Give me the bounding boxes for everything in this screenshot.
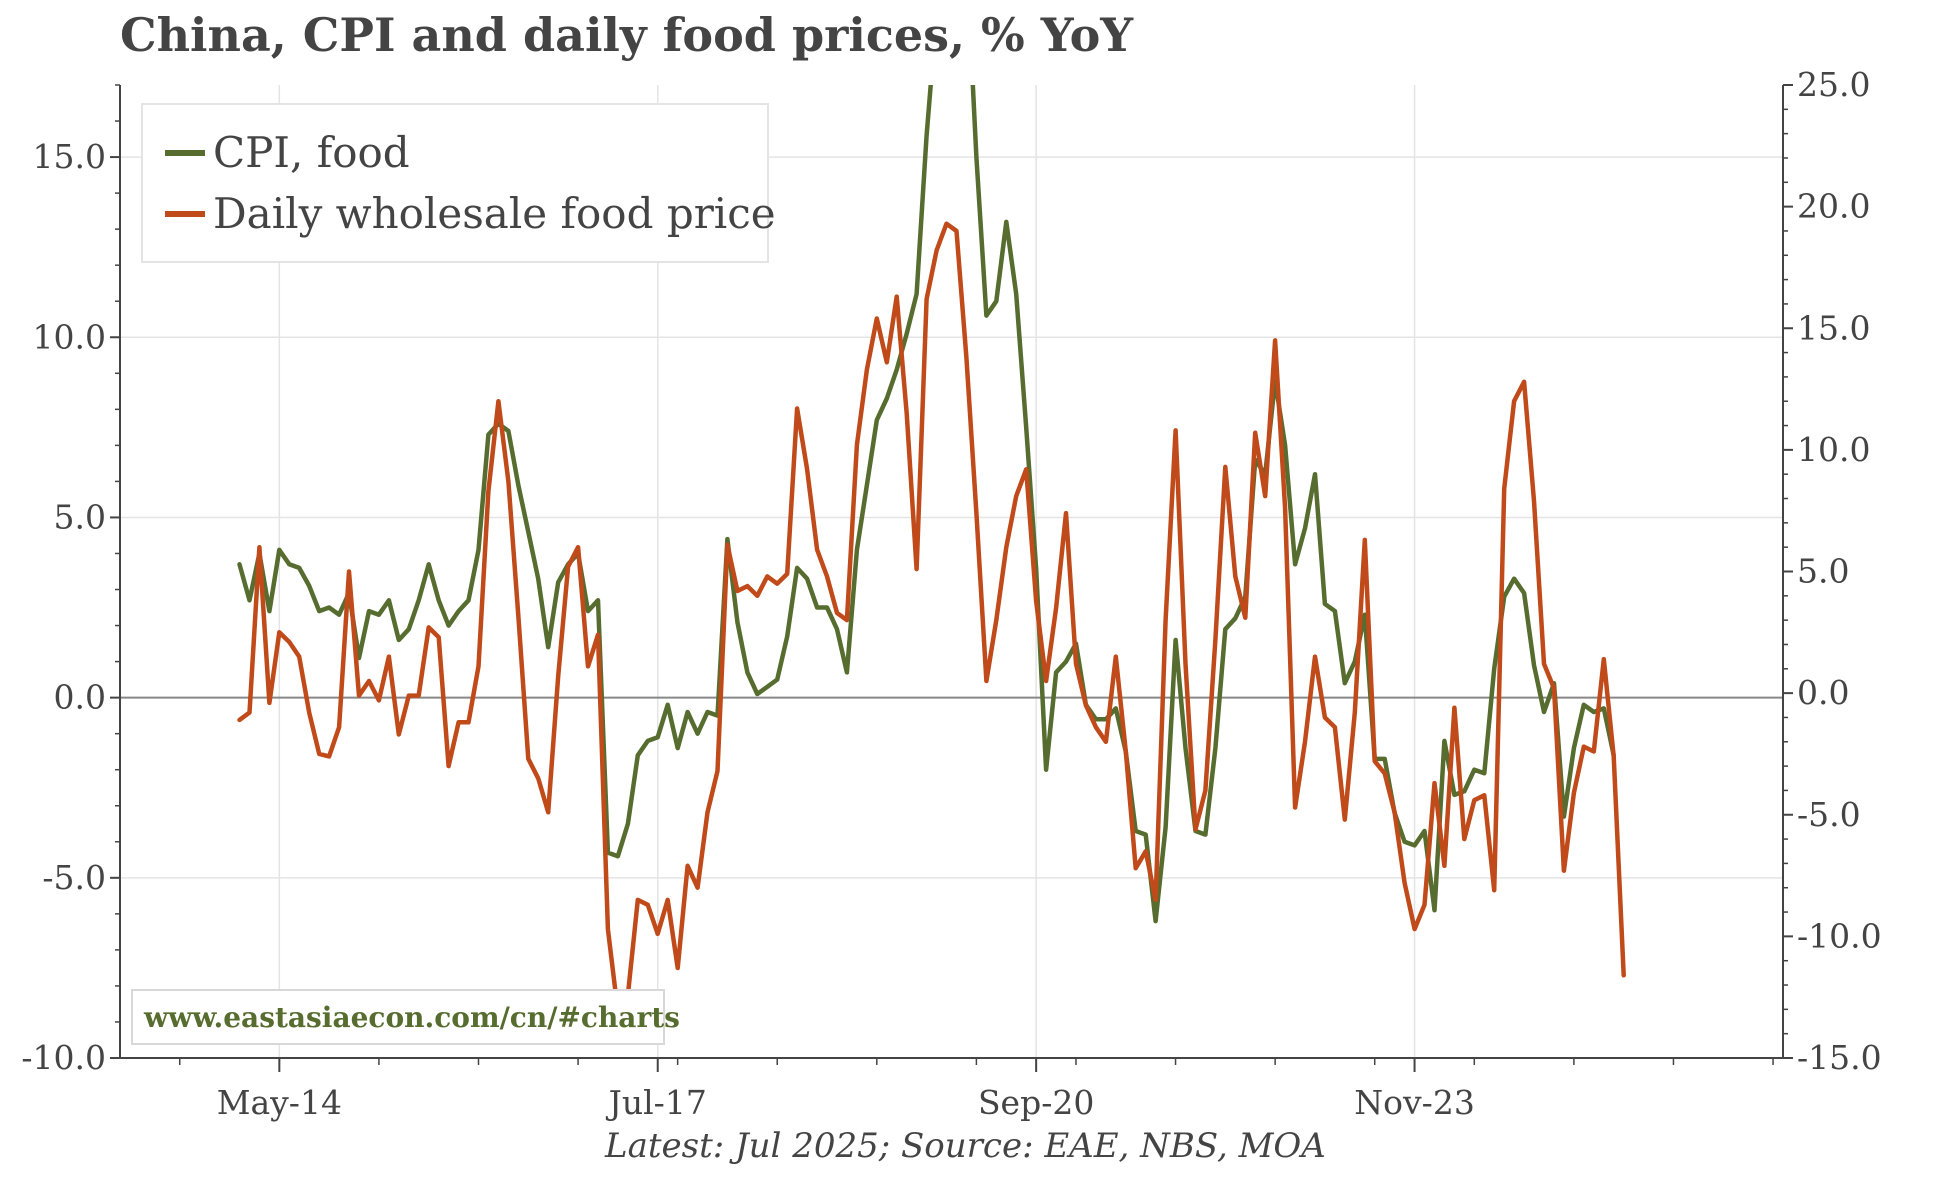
y-right-tick-label: 0.0 [1797,673,1849,712]
watermark-box [131,989,665,1045]
y-right-tick-label: 20.0 [1797,187,1870,226]
series-line-cpi-food [237,85,1616,924]
legend: CPI, food Daily wholesale food price [141,103,776,263]
y-left-tick-label: -5.0 [42,858,106,897]
series-line-daily-wholesale [237,221,1626,1015]
y-right-tick-label: 10.0 [1797,430,1870,469]
x-tick-label: May-14 [217,1083,342,1122]
y-right-tick-label: -5.0 [1797,795,1861,834]
x-tick-label: Sep-20 [978,1083,1094,1122]
y-right-tick-label: 15.0 [1797,308,1870,347]
y-right-tick-label: 25.0 [1797,65,1870,104]
y-left-tick-label: 0.0 [54,678,106,717]
y-left-tick-label: 10.0 [33,317,106,356]
y-right-tick-label: 5.0 [1797,552,1849,591]
y-right-tick-label: -15.0 [1797,1038,1882,1077]
y-left-tick-label: 5.0 [54,497,106,536]
legend-label-cpi: CPI, food [213,128,410,177]
series-lines [237,85,1626,1015]
chart-title: China, CPI and daily food prices, % YoY [120,8,1134,62]
watermark-text: www.eastasiaecon.com/cn/#charts [143,1001,680,1034]
x-tick-label: Jul-17 [606,1083,707,1122]
y-right-tick-label: -10.0 [1797,916,1882,955]
legend-label-daily: Daily wholesale food price [213,189,776,238]
legend-box [141,103,769,263]
source-note: Latest: Jul 2025; Source: EAE, NBS, MOA [605,1126,1326,1166]
watermark: www.eastasiaecon.com/cn/#charts [131,989,680,1045]
y-left-tick-label: -10.0 [21,1038,106,1077]
y-left-tick-label: 15.0 [33,137,106,176]
axes: -10.0 -5.0 0.0 5.0 10.0 15.0 -15.0 -10.0 -5.0 0.0… [21,65,1881,1122]
x-tick-label: Nov-23 [1354,1083,1475,1122]
